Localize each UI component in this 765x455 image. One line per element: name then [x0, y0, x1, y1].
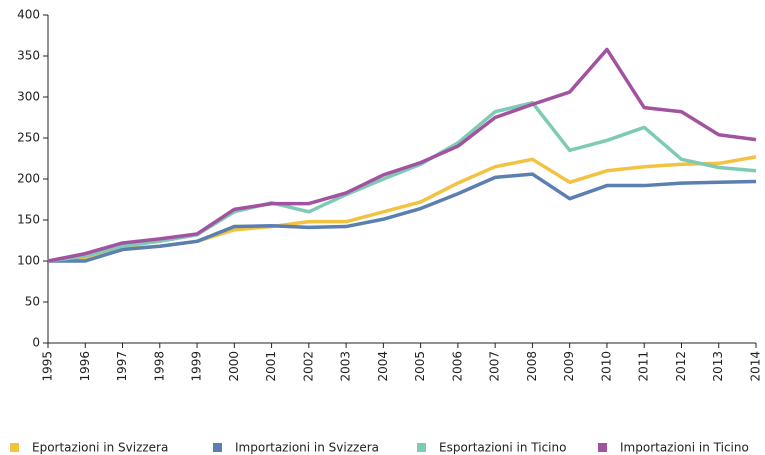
- x-tick-label: 2012: [674, 351, 688, 382]
- legend-marker: [10, 443, 19, 452]
- y-tick-label: 0: [32, 336, 40, 350]
- series-line: [48, 172, 757, 263]
- y-tick-label: 300: [17, 90, 40, 104]
- x-tick-label: 2001: [264, 351, 278, 382]
- series-line: [47, 47, 757, 263]
- x-tick-label: 2011: [637, 351, 651, 382]
- legend-label: Eportazioni in Svizzera: [32, 441, 168, 455]
- x-tick-label: 2008: [525, 351, 539, 382]
- x-tick-label: 2000: [227, 351, 241, 382]
- y-tick-label: 150: [17, 213, 40, 227]
- y-tick-label: 200: [17, 172, 40, 186]
- y-tick-label: 350: [17, 49, 40, 63]
- x-tick-label: 1995: [41, 351, 55, 382]
- legend-marker: [213, 443, 222, 452]
- y-tick-label: 50: [25, 295, 40, 309]
- x-tick-label: 1998: [152, 351, 166, 382]
- x-tick-label: 1996: [78, 351, 92, 382]
- y-tick-label: 400: [17, 8, 40, 22]
- x-tick-label: 1999: [190, 351, 204, 382]
- y-tick-label: 100: [17, 254, 40, 268]
- x-tick-label: 2005: [413, 351, 427, 382]
- x-tick-label: 1997: [115, 351, 129, 382]
- legend-label: Esportazioni in Ticino: [439, 441, 566, 455]
- x-tick-label: 2006: [450, 351, 464, 382]
- legend-marker: [417, 443, 426, 452]
- legend-label: Importazioni in Svizzera: [235, 441, 379, 455]
- x-tick-label: 2009: [562, 351, 576, 382]
- series-line: [47, 100, 757, 263]
- x-tick-label: 2002: [301, 351, 315, 382]
- y-tick-label: 250: [17, 131, 40, 145]
- legend-marker: [598, 443, 607, 452]
- x-tick-label: 2007: [488, 351, 502, 382]
- x-tick-label: 2004: [376, 351, 390, 382]
- legend-label: Importazioni in Ticino: [620, 441, 749, 455]
- x-tick-label: 2013: [711, 351, 725, 382]
- x-tick-label: 2010: [599, 351, 613, 382]
- x-tick-label: 2014: [749, 351, 763, 382]
- x-tick-label: 2003: [339, 351, 353, 382]
